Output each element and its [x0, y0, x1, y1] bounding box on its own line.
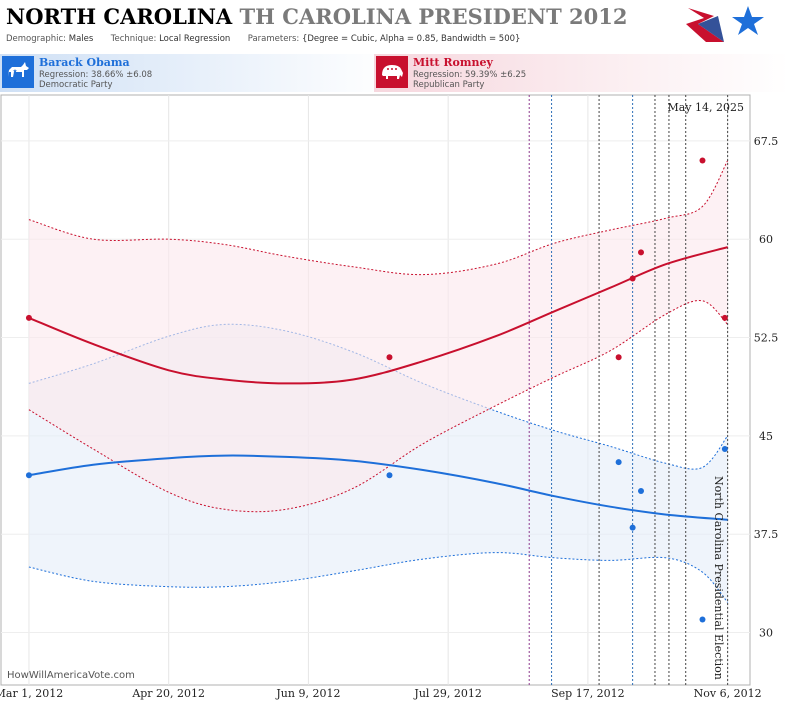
romney-confidence-band	[28, 160, 728, 512]
obama-poll-point	[386, 472, 393, 479]
x-tick-label: Jul 29, 2012	[413, 687, 482, 700]
elephant-icon	[376, 56, 408, 88]
demographic-value: Males	[68, 34, 94, 44]
romney-poll-point	[25, 314, 32, 321]
chart-date-label: May 14, 2025	[667, 101, 744, 114]
watermark: HowWillAmericaVote.com	[7, 670, 135, 681]
romney-poll-point	[615, 354, 622, 361]
obama-poll-point	[721, 446, 728, 452]
x-tick-label: Sep 17, 2012	[551, 687, 625, 700]
candidate-romney-party: Republican Party	[413, 80, 485, 90]
y-tick-label: 52.5	[754, 332, 779, 345]
x-tick-label: Apr 20, 2012	[131, 687, 205, 700]
candidate-romney-panel: Mitt Romney Regression: 59.39% ±6.25 Rep…	[374, 54, 789, 92]
candidate-obama-party: Democratic Party	[39, 80, 113, 90]
candidate-obama-name: Barack Obama	[39, 56, 130, 69]
parameters-value: {Degree = Cubic, Alpha = 0.85, Bandwidth…	[301, 34, 521, 44]
candidate-romney-name: Mitt Romney	[413, 56, 493, 69]
contest-title: TH CAROLINA PRESIDENT 2012	[239, 4, 628, 29]
candidate-romney-regression: Regression: 59.39% ±6.25	[413, 70, 527, 80]
y-tick-label: 30	[759, 627, 773, 640]
regression-chart: 30 37.5 45 52.5 60 67.5 Mar 1, 2012 Apr 20, 201…	[0, 94, 779, 700]
obama-poll-point	[638, 487, 645, 494]
y-tick-label: 37.5	[754, 528, 779, 541]
y-tick-label: 60	[759, 233, 773, 246]
y-tick-label: 67.5	[754, 135, 779, 148]
romney-poll-point	[629, 275, 636, 282]
vertical-event-label: North Carolina Presidential Election	[712, 476, 725, 680]
technique-label: Technique:	[110, 34, 157, 44]
obama-regression-line	[28, 454, 728, 521]
parameters-line: Demographic: Males Technique: Local Regr…	[6, 34, 520, 44]
romney-upper-bound	[28, 160, 729, 276]
demographic-label: Demographic:	[6, 34, 67, 44]
candidate-obama-regression: Regression: 38.66% ±6.08	[39, 70, 153, 80]
y-tick-label: 45	[759, 430, 773, 443]
x-tick-label: Nov 6, 2012	[694, 687, 762, 700]
obama-poll-point	[699, 616, 706, 623]
donkey-icon	[2, 56, 34, 88]
romney-lower-bound	[28, 300, 728, 513]
parameters-label: Parameters:	[247, 34, 300, 44]
x-tick-label: Mar 1, 2012	[0, 687, 63, 700]
obama-poll-point	[629, 524, 636, 531]
romney-poll-point	[721, 314, 728, 321]
candidate-obama-panel: Barack Obama Regression: 38.66% ±6.08 De…	[0, 54, 392, 92]
romney-regression-line	[28, 246, 728, 385]
romney-poll-point	[699, 157, 706, 164]
x-tick-label: Jun 9, 2012	[275, 687, 340, 700]
romney-poll-point	[386, 354, 393, 361]
chart-title: NORTH CAROLINA TH CAROLINA PRESIDENT 201…	[6, 4, 627, 29]
site-logo[interactable]	[684, 2, 776, 48]
technique-value: Local Regression	[159, 34, 231, 44]
obama-poll-point	[615, 459, 622, 466]
romney-poll-point	[638, 249, 645, 256]
obama-lower-bound	[28, 552, 728, 603]
obama-poll-point	[25, 472, 32, 479]
state-title: NORTH CAROLINA	[6, 4, 233, 29]
chart-header: NORTH CAROLINA TH CAROLINA PRESIDENT 201…	[0, 0, 789, 52]
